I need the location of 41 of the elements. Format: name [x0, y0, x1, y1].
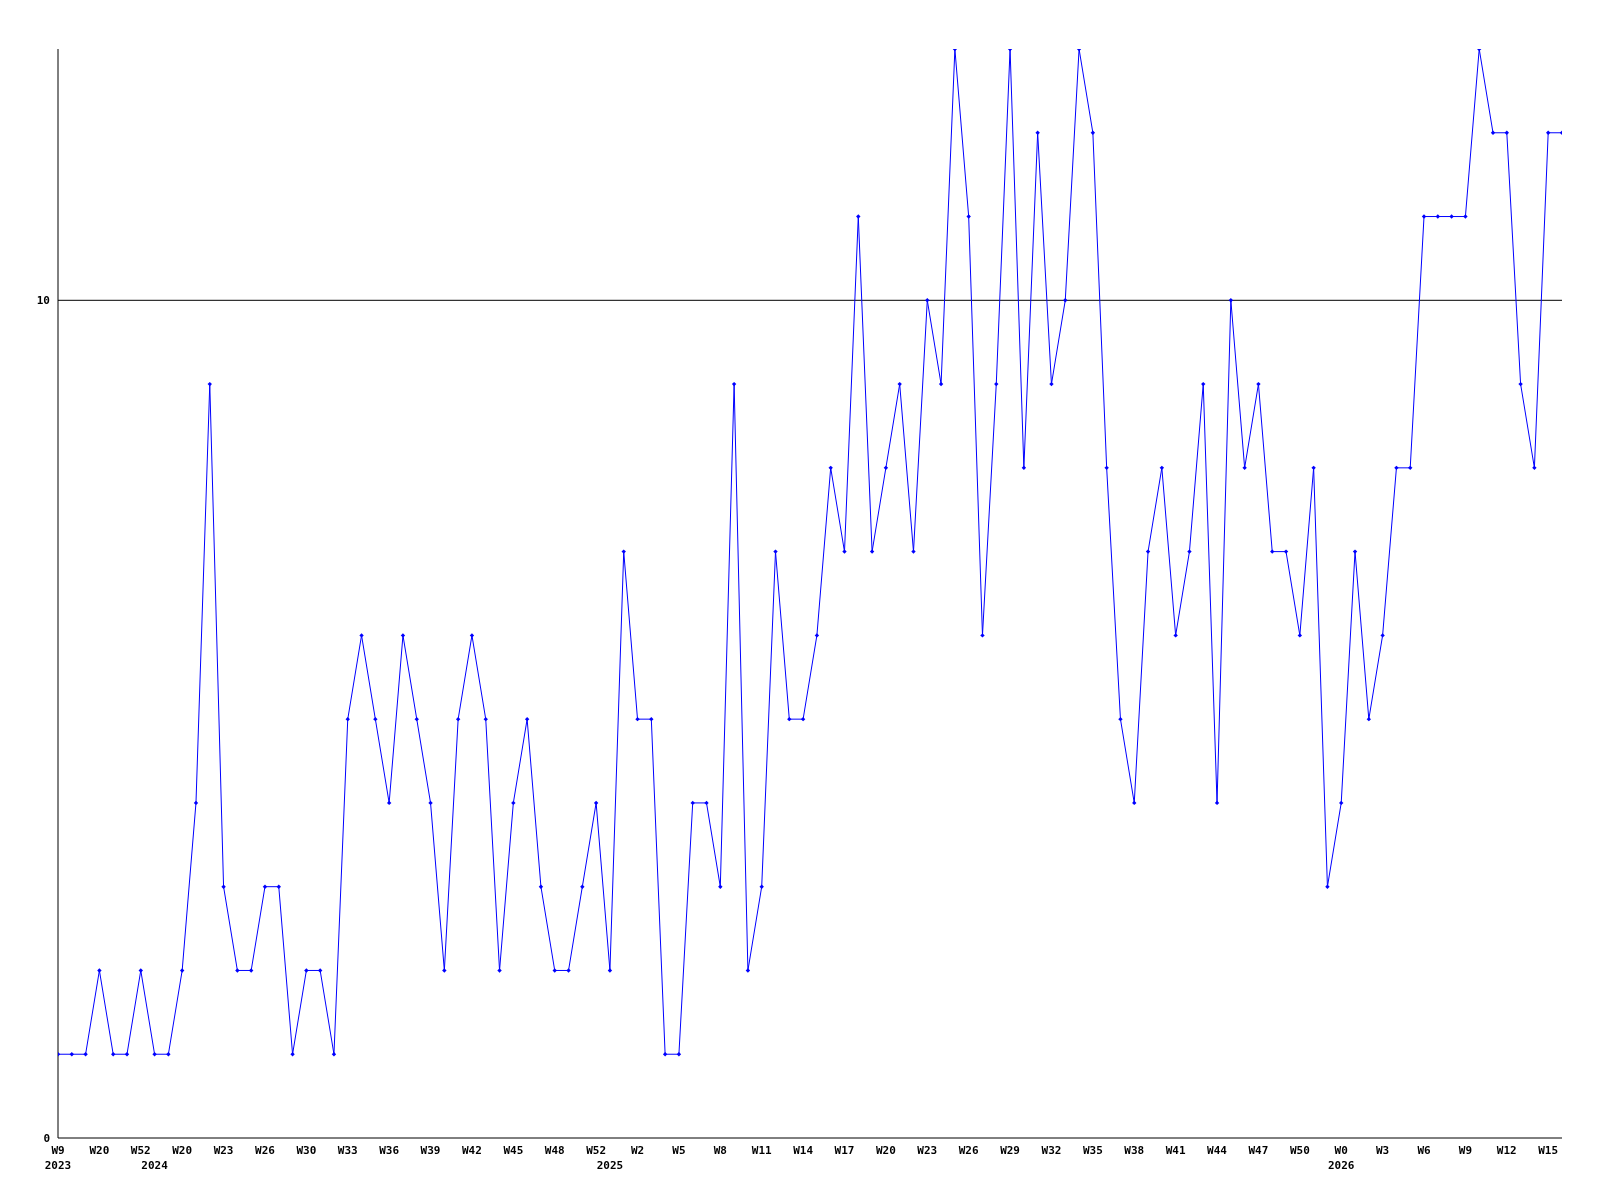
x-tick-label: W26	[255, 1144, 276, 1157]
x-tick-label: W48	[544, 1144, 565, 1157]
x-tick-label: W35	[1082, 1144, 1103, 1157]
x-tick-label: W9	[1458, 1144, 1473, 1157]
y-tick-label: 10	[36, 294, 50, 308]
x-tick-label: W44	[1207, 1144, 1228, 1157]
x-tick-label: W14	[793, 1144, 814, 1157]
x-tick-label: W42	[462, 1144, 482, 1157]
x-tick-label: W17	[834, 1144, 855, 1157]
x-tick-label: W15	[1538, 1144, 1559, 1157]
x-tick-label: W2	[630, 1144, 645, 1157]
x-tick-label: W26	[958, 1144, 979, 1157]
x-tick-label: W41	[1165, 1144, 1186, 1157]
x-tick-label: W52	[586, 1144, 607, 1157]
x-tick-label: W50	[1289, 1144, 1310, 1157]
x-tick-label: W8	[713, 1144, 727, 1157]
x-tick-label: W3	[1376, 1144, 1390, 1157]
x-tick-label: W20	[875, 1144, 896, 1157]
x-tick-label: W33	[337, 1144, 358, 1157]
x-tick-label: W20	[172, 1144, 193, 1157]
x-tick-label: 2025	[596, 1159, 624, 1172]
x-tick-label: W39	[420, 1144, 441, 1157]
y-tick-label: 0	[43, 1131, 50, 1145]
x-tick-label: W36	[379, 1144, 400, 1157]
x-tick-label: W12	[1496, 1144, 1517, 1157]
x-tick-label: 2024	[141, 1159, 169, 1172]
x-tick-label: W6	[1417, 1144, 1432, 1157]
x-tick-label: W9 2023	[44, 1144, 72, 1172]
x-tick-label: W11	[751, 1144, 773, 1157]
x-tick-label: W0 2026	[1327, 1144, 1355, 1172]
x-tick-label: W45	[503, 1144, 524, 1157]
x-tick-label: W47	[1248, 1144, 1269, 1157]
x-tick-label: W23	[213, 1144, 234, 1157]
x-tick-label: W29	[1000, 1144, 1021, 1157]
x-tick-label: W32	[1041, 1144, 1062, 1157]
x-tick-label: W52	[130, 1144, 151, 1157]
x-tick-label: W30	[296, 1144, 317, 1157]
x-tick-label: W5	[672, 1144, 686, 1157]
x-tick-label: W23	[917, 1144, 938, 1157]
x-tick-label: W20	[89, 1144, 110, 1157]
x-tick-label: W38	[1124, 1144, 1145, 1157]
